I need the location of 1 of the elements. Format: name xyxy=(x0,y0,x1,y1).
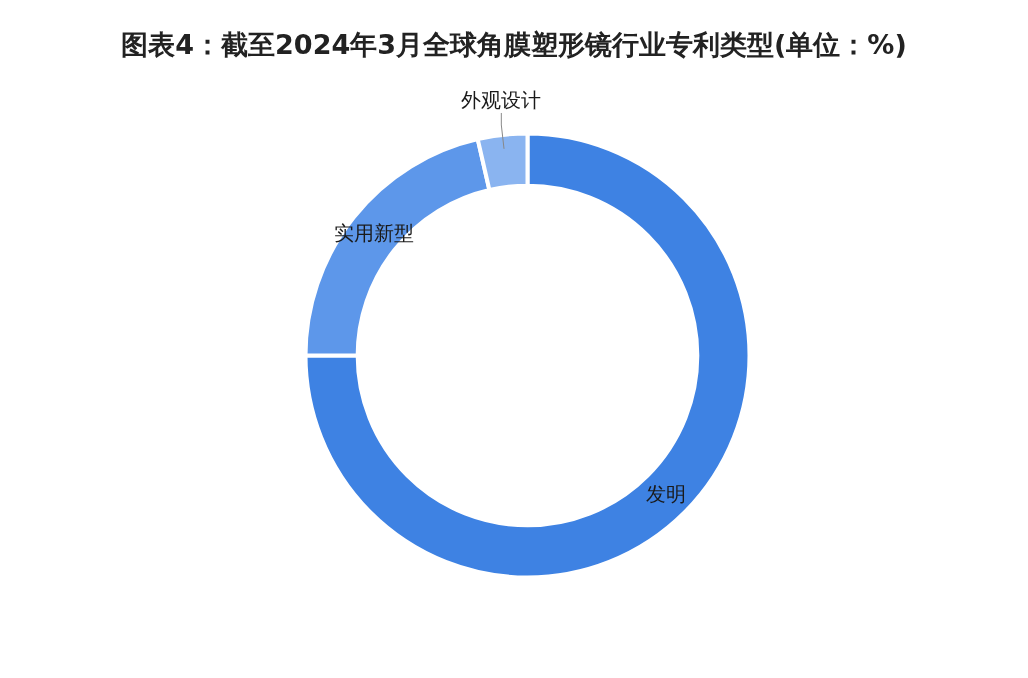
title: 图表4：截至2024年3月全球角膜塑形镜行业专利类型(单位：%) xyxy=(121,29,907,60)
